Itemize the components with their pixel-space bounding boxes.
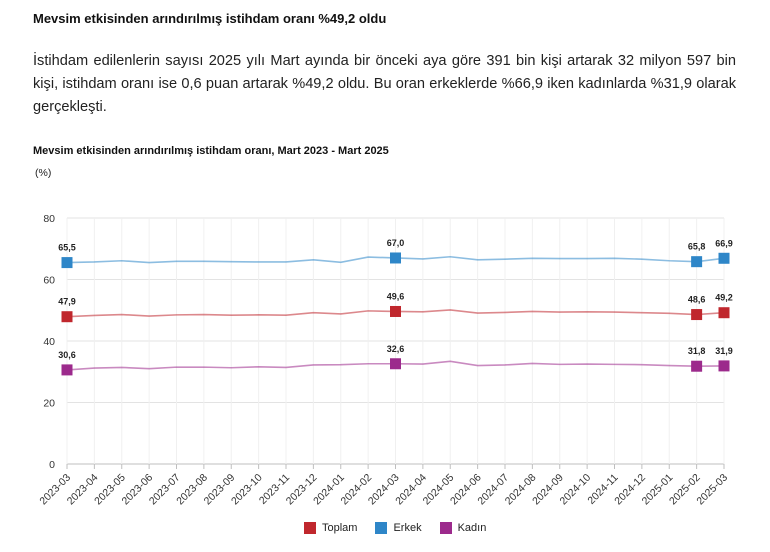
data-label: 31,9 [715, 346, 733, 356]
data-label: 30,6 [58, 350, 76, 360]
data-label: 65,8 [688, 242, 706, 252]
data-point-marker [718, 307, 730, 319]
data-point-marker [691, 256, 703, 268]
data-label: 31,8 [688, 346, 706, 356]
y-tick-label: 20 [43, 398, 55, 410]
legend-item-kadin[interactable]: Kadın [439, 522, 487, 534]
data-point-marker [390, 305, 401, 317]
data-label: 32,6 [387, 344, 405, 354]
legend-item-erkek[interactable]: Erkek [375, 522, 422, 534]
data-point-marker [61, 311, 73, 323]
data-point-marker [691, 309, 703, 321]
data-label: 49,6 [387, 291, 405, 301]
data-point-marker [691, 360, 703, 372]
data-label: 47,9 [58, 297, 76, 307]
legend-label-kadin: Kadın [457, 522, 487, 534]
x-tick-label: 2025-03 [694, 472, 730, 508]
data-label: 48,6 [688, 295, 706, 305]
data-point-marker [61, 257, 73, 269]
data-point-marker [390, 252, 401, 264]
chart-legend: Toplam Erkek Kadın [304, 522, 486, 534]
data-point-marker [390, 358, 401, 370]
y-axis-unit: (%) [35, 167, 52, 179]
y-tick-label: 40 [43, 336, 55, 348]
legend-label-erkek: Erkek [393, 522, 422, 534]
data-label: 66,9 [715, 238, 733, 248]
legend-swatch-erkek [375, 522, 388, 534]
legend-swatch-toplam [304, 522, 316, 534]
headline: Mevsim etkisinden arındırılmış istihdam … [33, 11, 387, 26]
data-label: 67,0 [387, 238, 405, 248]
legend-label-toplam: Toplam [322, 522, 358, 534]
legend-swatch-kadin [439, 522, 452, 534]
y-tick-label: 0 [49, 459, 55, 471]
data-point-marker [61, 364, 73, 376]
data-label: 49,2 [715, 293, 733, 303]
legend-item-toplam[interactable]: Toplam [304, 522, 357, 534]
summary-paragraph: İstihdam edilenlerin sayısı 2025 yılı Ma… [33, 53, 736, 115]
data-label: 65,5 [58, 243, 76, 253]
y-tick-label: 60 [43, 275, 55, 287]
y-tick-label: 80 [43, 213, 55, 225]
data-point-marker [718, 252, 730, 264]
chart-title: Mevsim etkisinden arındırılmış istihdam … [33, 145, 389, 157]
data-point-marker [718, 360, 730, 372]
